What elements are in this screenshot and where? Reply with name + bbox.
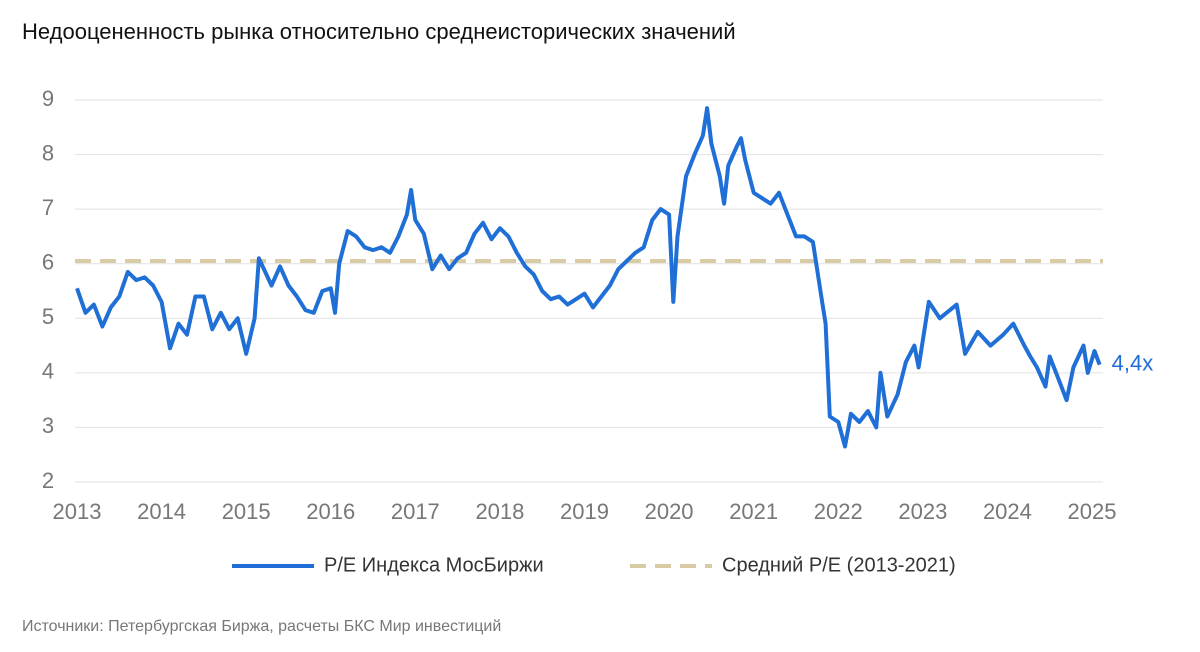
legend-label: P/E Индекса МосБиржи xyxy=(324,554,544,576)
x-tick-label: 2017 xyxy=(391,499,440,524)
y-tick-label: 8 xyxy=(42,140,54,165)
x-tick-label: 2014 xyxy=(137,499,186,524)
x-tick-label: 2020 xyxy=(645,499,694,524)
y-tick-label: 4 xyxy=(42,359,54,384)
y-tick-label: 2 xyxy=(42,468,54,493)
y-tick-label: 9 xyxy=(42,86,54,111)
x-tick-label: 2019 xyxy=(560,499,609,524)
chart-title: Недооцененность рынка относительно средн… xyxy=(22,19,736,44)
x-tick-label: 2023 xyxy=(898,499,947,524)
x-tick-label: 2018 xyxy=(475,499,524,524)
x-tick-label: 2021 xyxy=(729,499,778,524)
y-tick-label: 6 xyxy=(42,250,54,275)
y-tick-label: 3 xyxy=(42,413,54,438)
legend-label: Средний P/E (2013-2021) xyxy=(722,554,956,576)
x-tick-label: 2024 xyxy=(983,499,1032,524)
y-tick-label: 5 xyxy=(42,304,54,329)
x-tick-label: 2015 xyxy=(222,499,271,524)
x-tick-label: 2022 xyxy=(814,499,863,524)
source: Источники: Петербургская Биржа, расчеты … xyxy=(22,618,501,635)
y-tick-label: 7 xyxy=(42,195,54,220)
end-annotation: 4,4x xyxy=(1112,350,1154,375)
x-tick-label: 2013 xyxy=(53,499,102,524)
x-tick-label: 2025 xyxy=(1068,499,1117,524)
series-line xyxy=(75,106,1102,449)
x-tick-label: 2016 xyxy=(306,499,355,524)
